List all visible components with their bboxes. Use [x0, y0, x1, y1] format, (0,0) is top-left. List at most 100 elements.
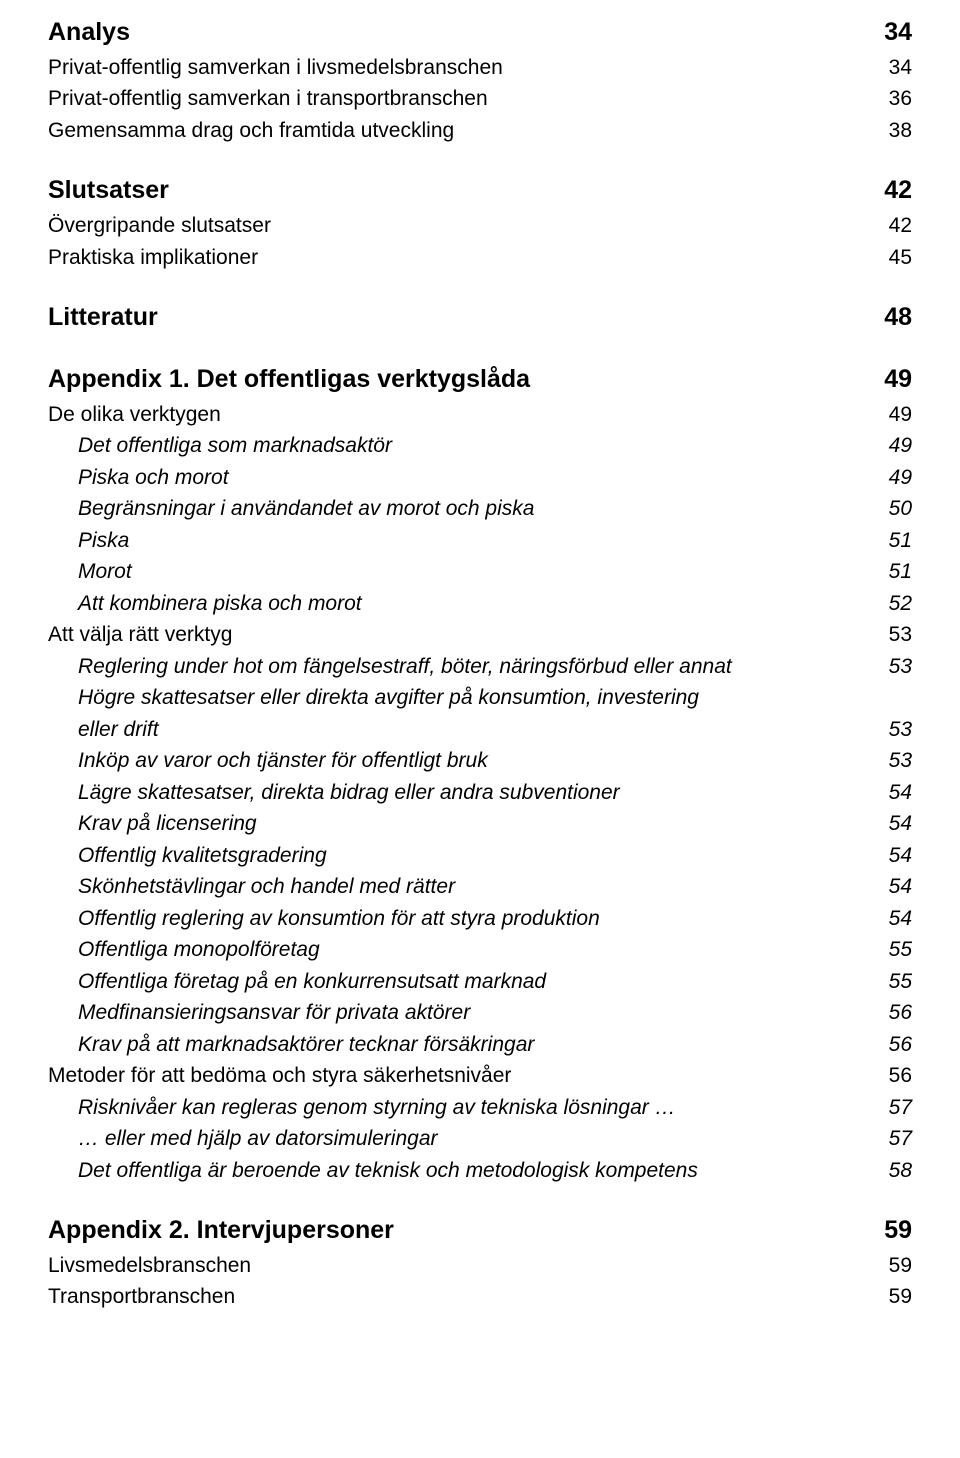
- toc-item: Krav på att marknadsaktörer tecknar förs…: [48, 1029, 912, 1061]
- toc-item-label: Medfinansieringsansvar för privata aktör…: [48, 997, 872, 1029]
- toc-item-page: 45: [872, 242, 912, 274]
- toc-item: Högre skattesatser eller direkta avgifte…: [48, 682, 912, 745]
- toc-item-label: Offentliga monopolföretag: [48, 934, 872, 966]
- toc-section-page: 48: [872, 301, 912, 335]
- toc-item: Skönhetstävlingar och handel med rätter …: [48, 871, 912, 903]
- toc-item-label: Privat-offentlig samverkan i transportbr…: [48, 83, 872, 115]
- toc-item-label: Begränsningar i användandet av morot och…: [48, 493, 872, 525]
- toc-item: Metoder för att bedöma och styra säkerhe…: [48, 1060, 912, 1092]
- toc-item: Offentliga företag på en konkurrensutsat…: [48, 966, 912, 998]
- toc-item-page: 36: [872, 83, 912, 115]
- toc-item-page: 56: [872, 997, 912, 1029]
- toc-item: Begränsningar i användandet av morot och…: [48, 493, 912, 525]
- toc-item: Offentlig reglering av konsumtion för at…: [48, 903, 912, 935]
- toc-item-page: 38: [872, 115, 912, 147]
- toc-item-label: Att välja rätt verktyg: [48, 619, 872, 651]
- toc-item-label: Privat-offentlig samverkan i livsmedelsb…: [48, 52, 872, 84]
- toc-item-label-line1: Högre skattesatser eller direkta avgifte…: [48, 682, 912, 714]
- toc-item-page: 53: [872, 651, 912, 683]
- toc-item-label: Krav på att marknadsaktörer tecknar förs…: [48, 1029, 872, 1061]
- toc-item-page: 54: [872, 840, 912, 872]
- toc-item-label: Det offentliga som marknadsaktör: [48, 430, 872, 462]
- toc-item-page: 57: [872, 1123, 912, 1155]
- toc-section-title: Slutsatser: [48, 174, 872, 208]
- toc-item: Livsmedelsbranschen 59: [48, 1250, 912, 1282]
- toc-item-label: Morot: [48, 556, 872, 588]
- toc-item-label: Övergripande slutsatser: [48, 210, 872, 242]
- toc-section-title: Litteratur: [48, 301, 872, 335]
- toc-section-litteratur: Litteratur 48: [48, 301, 912, 335]
- toc-item-label: Inköp av varor och tjänster för offentli…: [48, 745, 872, 777]
- toc-item-label: De olika verktygen: [48, 399, 872, 431]
- toc-item-page: 58: [872, 1155, 912, 1187]
- toc-item-label: Reglering under hot om fängelsestraff, b…: [48, 651, 872, 683]
- toc-item-page: 53: [872, 714, 912, 746]
- toc-item-page: 34: [872, 52, 912, 84]
- toc-item-page: 56: [872, 1060, 912, 1092]
- toc-item-label: … eller med hjälp av datorsimuleringar: [48, 1123, 872, 1155]
- toc-item: Krav på licensering 54: [48, 808, 912, 840]
- toc-item-label: Krav på licensering: [48, 808, 872, 840]
- toc-item: Piska 51: [48, 525, 912, 557]
- toc-item-label: Piska och morot: [48, 462, 872, 494]
- toc-section-title: Appendix 2. Intervjupersoner: [48, 1214, 872, 1248]
- toc-item: Att välja rätt verktyg 53: [48, 619, 912, 651]
- toc-item: … eller med hjälp av datorsimuleringar 5…: [48, 1123, 912, 1155]
- toc-item-page: 42: [872, 210, 912, 242]
- toc-item-page: 55: [872, 934, 912, 966]
- toc-item: Transportbranschen 59: [48, 1281, 912, 1313]
- toc-section-page: 34: [872, 16, 912, 50]
- toc-item-label: Skönhetstävlingar och handel med rätter: [48, 871, 872, 903]
- toc-item: Reglering under hot om fängelsestraff, b…: [48, 651, 912, 683]
- toc-item: Praktiska implikationer 45: [48, 242, 912, 274]
- toc-item-label: Att kombinera piska och morot: [48, 588, 872, 620]
- toc-item-label: Transportbranschen: [48, 1281, 872, 1313]
- toc-item-page: 54: [872, 808, 912, 840]
- toc-section-appendix1: Appendix 1. Det offentligas verktygslåda…: [48, 363, 912, 397]
- toc-item: Offentliga monopolföretag 55: [48, 934, 912, 966]
- toc-item: Lägre skattesatser, direkta bidrag eller…: [48, 777, 912, 809]
- toc-item-page: 49: [872, 462, 912, 494]
- toc-item: Det offentliga är beroende av teknisk oc…: [48, 1155, 912, 1187]
- toc-item: Inköp av varor och tjänster för offentli…: [48, 745, 912, 777]
- toc-section-page: 59: [872, 1214, 912, 1248]
- toc-item: Att kombinera piska och morot 52: [48, 588, 912, 620]
- toc-item-page: 51: [872, 556, 912, 588]
- toc-item: Övergripande slutsatser 42: [48, 210, 912, 242]
- toc-item-label: Gemensamma drag och framtida utveckling: [48, 115, 872, 147]
- toc-item-page: 59: [872, 1281, 912, 1313]
- toc-item-page: 52: [872, 588, 912, 620]
- toc-item: Privat-offentlig samverkan i transportbr…: [48, 83, 912, 115]
- toc-item-page: 51: [872, 525, 912, 557]
- toc-item-page: 50: [872, 493, 912, 525]
- toc-item-label: Lägre skattesatser, direkta bidrag eller…: [48, 777, 872, 809]
- toc-item: Offentlig kvalitetsgradering 54: [48, 840, 912, 872]
- toc-item: Morot 51: [48, 556, 912, 588]
- toc-item-label: Offentliga företag på en konkurrensutsat…: [48, 966, 872, 998]
- toc-item-page: 53: [872, 745, 912, 777]
- toc-item-label: Risknivåer kan regleras genom styrning a…: [48, 1092, 872, 1124]
- toc-section-page: 42: [872, 174, 912, 208]
- toc-section-title: Appendix 1. Det offentligas verktygslåda: [48, 363, 872, 397]
- toc-item: Piska och morot 49: [48, 462, 912, 494]
- toc-item-label-line2: eller drift: [48, 714, 872, 746]
- toc-item-page: 54: [872, 777, 912, 809]
- toc-item-page: 49: [872, 430, 912, 462]
- toc-item-page: 54: [872, 871, 912, 903]
- toc-item-label: Praktiska implikationer: [48, 242, 872, 274]
- toc-section-analys: Analys 34: [48, 16, 912, 50]
- toc-item: Gemensamma drag och framtida utveckling …: [48, 115, 912, 147]
- toc-item: Medfinansieringsansvar för privata aktör…: [48, 997, 912, 1029]
- toc-item: Privat-offentlig samverkan i livsmedelsb…: [48, 52, 912, 84]
- toc-section-appendix2: Appendix 2. Intervjupersoner 59: [48, 1214, 912, 1248]
- toc-item: De olika verktygen 49: [48, 399, 912, 431]
- toc-item-label: Piska: [48, 525, 872, 557]
- toc-section-slutsatser: Slutsatser 42: [48, 174, 912, 208]
- toc-item: Risknivåer kan regleras genom styrning a…: [48, 1092, 912, 1124]
- toc-item-page: 59: [872, 1250, 912, 1282]
- toc-item-label: Livsmedelsbranschen: [48, 1250, 872, 1282]
- toc-item-page: 53: [872, 619, 912, 651]
- toc-item-label: Offentlig kvalitetsgradering: [48, 840, 872, 872]
- toc-item-page: 54: [872, 903, 912, 935]
- toc-item-page: 57: [872, 1092, 912, 1124]
